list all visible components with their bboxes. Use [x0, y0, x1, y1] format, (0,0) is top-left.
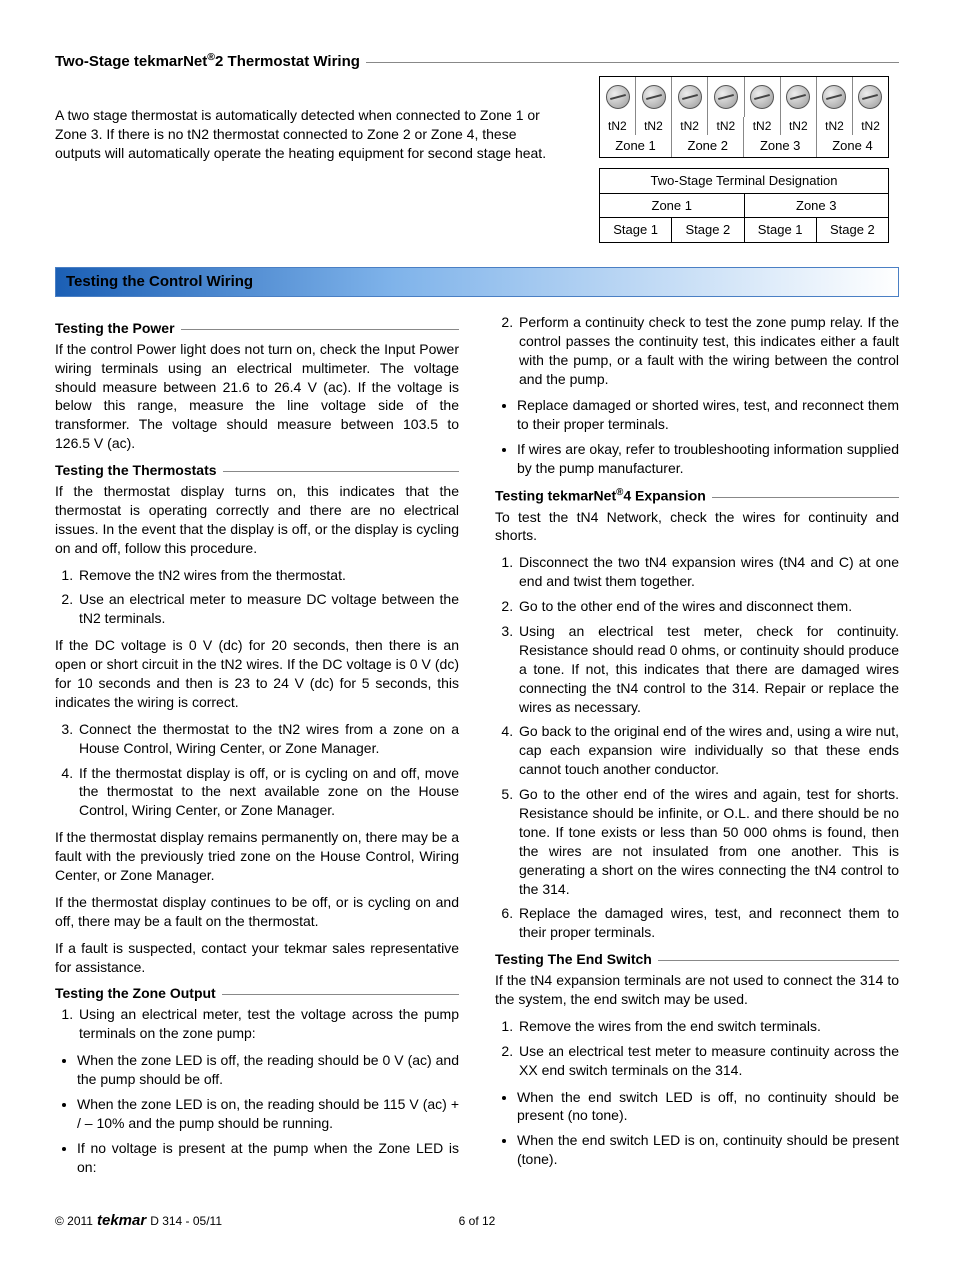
screw-icon [714, 85, 738, 109]
zone-label: Zone 1 [600, 135, 672, 157]
power-paragraph: If the control Power light does not turn… [55, 340, 459, 453]
tn2-label-row: tN2 tN2 tN2 tN2 tN2 tN2 tN2 tN2 [600, 117, 888, 135]
list-item: Remove the tN2 wires from the thermostat… [77, 566, 459, 585]
screw-icon [750, 85, 774, 109]
screw-icon [822, 85, 846, 109]
exp-list: Disconnect the two tN4 expansion wires (… [495, 553, 899, 942]
zone-bullets-2: Replace damaged or shorted wires, test, … [495, 396, 899, 478]
stage-designation-table: Two-Stage Terminal Designation Zone 1 Zo… [599, 168, 889, 243]
list-item: When the end switch LED is off, no conti… [517, 1088, 899, 1126]
subhead-thermostats: Testing the Thermostats [55, 461, 459, 480]
screw-icon [786, 85, 810, 109]
zone-label-row: Zone 1 Zone 2 Zone 3 Zone 4 [600, 135, 888, 157]
thermo-p5: If a fault is suspected, contact your te… [55, 939, 459, 977]
list-item: Remove the wires from the end switch ter… [517, 1017, 899, 1036]
list-item: Connect the thermostat to the tN2 wires … [77, 720, 459, 758]
thermo-p3: If the thermostat display remains perman… [55, 828, 459, 885]
list-item: Disconnect the two tN4 expansion wires (… [517, 553, 899, 591]
subhead-tn4-expansion: Testing tekmarNet®4 Expansion [495, 486, 899, 506]
footer: © 2011 tekmar D 314 - 05/11 6 of 12 [55, 1211, 899, 1231]
screw-icon [642, 85, 666, 109]
tn2-label: tN2 [672, 117, 708, 135]
list-item: Using an electrical test meter, check fo… [517, 622, 899, 716]
footer-page: 6 of 12 [459, 1213, 496, 1229]
thermo-list-1: Remove the tN2 wires from the thermostat… [55, 566, 459, 629]
exp-p1: To test the tN4 Network, check the wires… [495, 508, 899, 546]
intro-text-col: A two stage thermostat is automatically … [55, 76, 549, 242]
thermo-list-2: Connect the thermostat to the tN2 wires … [55, 720, 459, 820]
tn2-label: tN2 [708, 117, 744, 135]
subhead-power: Testing the Power [55, 319, 459, 338]
top-row: A two stage thermostat is automatically … [55, 76, 899, 242]
list-item: Go back to the original end of the wires… [517, 722, 899, 779]
stage-cell: Stage 1 [744, 218, 816, 243]
list-item: If wires are okay, refer to troubleshoot… [517, 440, 899, 478]
stage-cell: Stage 1 [600, 218, 672, 243]
end-p1: If the tN4 expansion terminals are not u… [495, 971, 899, 1009]
subhead-end-switch: Testing The End Switch [495, 950, 899, 969]
list-item: Using an electrical meter, test the volt… [77, 1005, 459, 1043]
terminal-strip-diagram: tN2 tN2 tN2 tN2 tN2 tN2 tN2 tN2 Zone 1 Z… [599, 76, 889, 158]
screw-icon [858, 85, 882, 109]
stage-zone-cell: Zone 1 [600, 193, 745, 218]
body-two-column: Testing the Power If the control Power l… [55, 313, 899, 1181]
tn2-label: tN2 [853, 117, 888, 135]
tn2-label: tN2 [600, 117, 635, 135]
tn2-label: tN2 [744, 117, 780, 135]
thermo-p1: If the thermostat display turns on, this… [55, 482, 459, 558]
list-item: When the zone LED is on, the reading sho… [77, 1095, 459, 1133]
title-rule [366, 62, 899, 63]
title-text: Two-Stage tekmarNet®2 Thermostat Wiring [55, 50, 360, 72]
list-item: Replace damaged or shorted wires, test, … [517, 396, 899, 434]
bluebar-text: Testing the Control Wiring [66, 273, 253, 290]
end-list: Remove the wires from the end switch ter… [495, 1017, 899, 1080]
footer-brand: tekmar [97, 1211, 146, 1231]
screw-icon [678, 85, 702, 109]
list-item: Use an electrical meter to measure DC vo… [77, 590, 459, 628]
thermo-p2: If the DC voltage is 0 V (dc) for 20 sec… [55, 636, 459, 712]
section-title-wiring: Two-Stage tekmarNet®2 Thermostat Wiring [55, 50, 899, 72]
list-item: Use an electrical test meter to measure … [517, 1042, 899, 1080]
terminal-label-table: tN2 tN2 tN2 tN2 tN2 tN2 tN2 tN2 Zone 1 Z… [600, 117, 888, 157]
list-item: Go to the other end of the wires and aga… [517, 785, 899, 898]
stage-cell: Stage 2 [816, 218, 888, 243]
zone-label: Zone 4 [816, 135, 888, 157]
section-bar-testing: Testing the Control Wiring [55, 267, 899, 297]
list-item: If the thermostat display is off, or is … [77, 764, 459, 821]
tn2-label: tN2 [635, 117, 671, 135]
subhead-zone-output: Testing the Zone Output [55, 984, 459, 1003]
list-item: Go to the other end of the wires and dis… [517, 597, 899, 616]
footer-doc: D 314 - 05/11 [150, 1213, 222, 1229]
intro-paragraph: A two stage thermostat is automatically … [55, 106, 549, 163]
thermo-p4: If the thermostat display continues to b… [55, 893, 459, 931]
zone-list-2: Perform a continuity check to test the z… [495, 313, 899, 389]
stage-cell: Stage 2 [672, 218, 744, 243]
tn2-label: tN2 [816, 117, 852, 135]
end-bullets: When the end switch LED is off, no conti… [495, 1088, 899, 1170]
list-item: When the zone LED is off, the reading sh… [77, 1051, 459, 1089]
stage-zone-cell: Zone 3 [744, 193, 889, 218]
zone-label: Zone 2 [672, 135, 744, 157]
zone-list-1: Using an electrical meter, test the volt… [55, 1005, 459, 1043]
diagram-col: tN2 tN2 tN2 tN2 tN2 tN2 tN2 tN2 Zone 1 Z… [589, 76, 899, 242]
list-item: Perform a continuity check to test the z… [517, 313, 899, 389]
tn2-label: tN2 [780, 117, 816, 135]
zone-bullets-1: When the zone LED is off, the reading sh… [55, 1051, 459, 1176]
screw-row [600, 77, 888, 117]
list-item: If no voltage is present at the pump whe… [77, 1139, 459, 1177]
footer-copyright: © 2011 [55, 1213, 93, 1229]
stage-table-header: Two-Stage Terminal Designation [600, 168, 889, 193]
list-item: When the end switch LED is on, continuit… [517, 1131, 899, 1169]
screw-icon [606, 85, 630, 109]
zone-label: Zone 3 [744, 135, 816, 157]
list-item: Replace the damaged wires, test, and rec… [517, 904, 899, 942]
